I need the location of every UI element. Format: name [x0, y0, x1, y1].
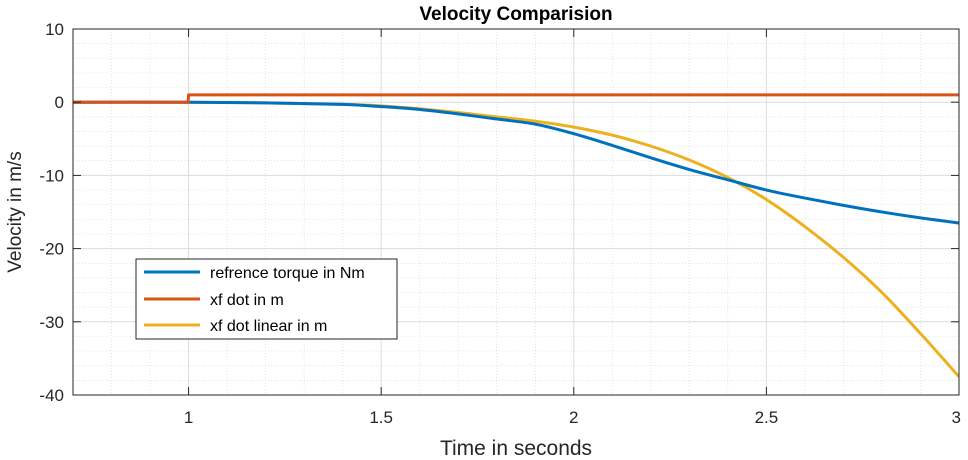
y-axis-label: Velocity in m/s	[5, 151, 26, 272]
axis-ticks	[73, 28, 960, 396]
plot-frame	[72, 28, 960, 396]
x-tick-label: 2.5	[755, 408, 779, 427]
series-line-refrence-torque-in-nm	[73, 100, 959, 225]
y-tick-label: -20	[39, 240, 64, 259]
x-tick-label: 2	[569, 408, 578, 427]
y-tick-label: -30	[39, 313, 64, 332]
x-tick-label: 3	[952, 408, 961, 427]
x-axis-label: Time in seconds	[440, 437, 592, 460]
legend-label-xf-dot-linear: xf dot linear in m	[210, 318, 327, 335]
y-tick-label: 0	[55, 93, 64, 112]
minor-grid	[72, 29, 959, 395]
legend-label-refrence-torque: refrence torque in Nm	[210, 265, 365, 282]
plot-area	[73, 29, 959, 395]
tick-labels: 1 1.5 2 2.5 3 -40 -30 -20 -10 0 10	[39, 20, 961, 427]
chart-title: Velocity Comparision	[419, 4, 612, 25]
x-tick-label: 1	[184, 408, 193, 427]
series-layer	[73, 93, 959, 378]
legend: refrence torque in Nm xf dot in m xf dot…	[135, 258, 398, 340]
y-tick-label: -10	[39, 166, 64, 185]
y-tick-label: -40	[39, 386, 64, 405]
x-tick-label: 1.5	[369, 408, 393, 427]
legend-label-xf-dot: xf dot in m	[210, 292, 284, 309]
y-tick-label: 10	[45, 20, 64, 39]
series-line-xf-dot-in-m	[73, 93, 959, 104]
